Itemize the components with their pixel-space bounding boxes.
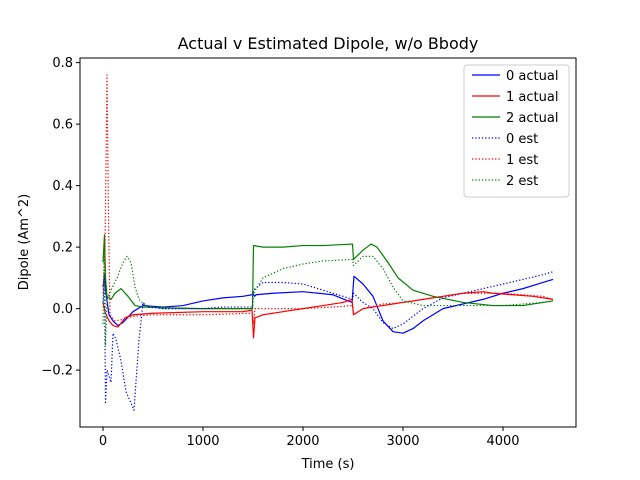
legend-label-2-est: 2 est <box>506 174 538 189</box>
x-tick-label: 1000 <box>186 434 219 449</box>
x-axis-label: Time (s) <box>301 457 355 472</box>
series-line-2-actual <box>102 234 554 310</box>
y-tick-label: −0.2 <box>41 364 73 379</box>
series-line-1-actual <box>102 291 554 339</box>
legend-label-2-actual: 2 actual <box>506 111 558 126</box>
legend-box <box>463 64 570 198</box>
legend-label-0-est: 0 est <box>506 132 538 147</box>
plot-area: 0 1000 2000 3000 4000 −0.2 0.0 0.2 0.4 0.6 0.8 <box>41 56 577 449</box>
y-axis-label: Dipole (Am^2) <box>17 194 32 290</box>
y-tick-label: 0.4 <box>52 179 73 194</box>
y-tick-label: 0.8 <box>52 56 73 71</box>
x-tick-label: 0 <box>99 434 107 449</box>
legend: 0 actual 1 actual 2 actual 0 est 1 est 2 est <box>463 64 570 198</box>
legend-label-0-actual: 0 actual <box>506 69 558 84</box>
chart-title: Actual v Estimated Dipole, w/o Bbody <box>178 34 479 53</box>
series-line-0-actual <box>102 274 554 334</box>
x-tick-label: 3000 <box>386 434 419 449</box>
axes-frame <box>79 57 577 428</box>
series-line-2-est <box>102 240 554 347</box>
y-tick-label: 0.2 <box>52 241 73 256</box>
y-tick-label: 0.0 <box>52 302 73 317</box>
legend-label-1-actual: 1 actual <box>506 90 558 105</box>
y-tick-label: 0.6 <box>52 118 73 133</box>
legend-label-1-est: 1 est <box>506 153 538 168</box>
x-tick-label: 2000 <box>286 434 319 449</box>
x-tick-label: 4000 <box>486 434 519 449</box>
